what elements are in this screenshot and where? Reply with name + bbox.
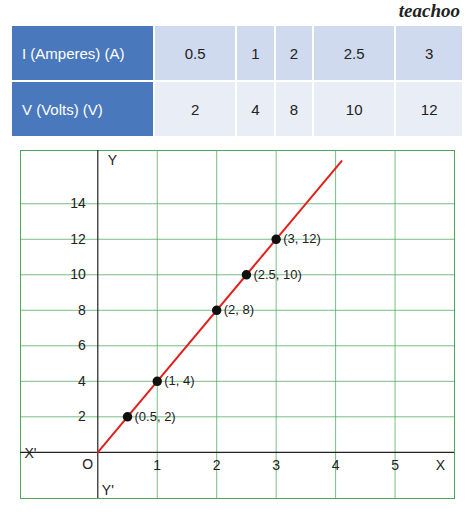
svg-text:14: 14 — [70, 195, 86, 211]
svg-text:4: 4 — [78, 373, 86, 389]
html-text:I (Amperes) (A): I (Amperes) (A) — [22, 44, 125, 62]
html-text:3: 3 — [425, 44, 434, 62]
svg-text:4: 4 — [332, 457, 340, 473]
svg-text:(0.5, 2): (0.5, 2) — [135, 409, 176, 424]
html-text:V (Volts) (V): V (Volts) (V) — [22, 100, 103, 118]
svg-text:1: 1 — [153, 457, 161, 473]
html-text:0.5: 0.5 — [184, 44, 206, 62]
svg-text:6: 6 — [78, 337, 86, 353]
svg-text:2: 2 — [213, 457, 221, 473]
svg-text:5: 5 — [391, 457, 399, 473]
html-text:4: 4 — [251, 100, 260, 118]
svg-text:X': X' — [25, 445, 37, 461]
html-text:1: 1 — [251, 44, 260, 62]
svg-text:Y: Y — [108, 152, 118, 168]
svg-text:O: O — [82, 456, 93, 472]
svg-text:(1, 4): (1, 4) — [164, 373, 194, 388]
svg-text:2: 2 — [78, 408, 86, 424]
svg-text:X: X — [436, 457, 446, 473]
svg-text:10: 10 — [70, 266, 86, 282]
html-text:2.5: 2.5 — [343, 44, 365, 62]
html-text:teachoo: teachoo — [398, 0, 460, 21]
html-text:2: 2 — [191, 100, 200, 118]
svg-text:Y': Y' — [102, 482, 114, 498]
svg-text:8: 8 — [78, 302, 86, 318]
svg-text:12: 12 — [70, 231, 86, 247]
svg-text:(3, 12): (3, 12) — [283, 231, 321, 246]
svg-text:3: 3 — [272, 457, 280, 473]
html-text:12: 12 — [420, 100, 438, 118]
svg-text:(2.5, 10): (2.5, 10) — [253, 267, 301, 282]
html-text:10: 10 — [345, 100, 363, 118]
html-text:2: 2 — [289, 44, 298, 62]
svg-text:(2, 8): (2, 8) — [224, 302, 254, 317]
html-text:8: 8 — [289, 100, 298, 118]
